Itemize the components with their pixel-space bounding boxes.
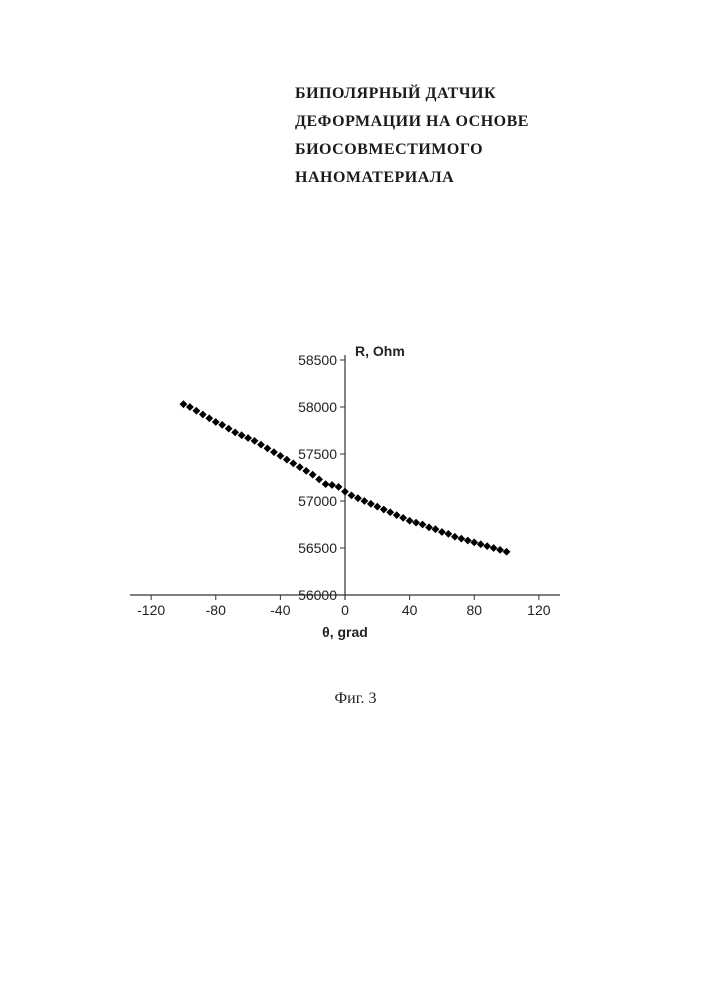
x-tick-label: 80 <box>466 602 482 618</box>
data-marker <box>315 475 323 483</box>
title-line-2: ДЕФОРМАЦИИ НА ОСНОВЕ <box>295 108 655 136</box>
data-marker <box>309 471 317 479</box>
y-tick-label: 56500 <box>298 540 337 556</box>
document-page: БИПОЛЯРНЫЙ ДАТЧИК ДЕФОРМАЦИИ НА ОСНОВЕ Б… <box>0 0 711 1000</box>
y-tick-label: 58500 <box>298 352 337 368</box>
data-marker <box>192 407 200 415</box>
data-marker <box>328 481 336 489</box>
data-marker <box>341 488 349 496</box>
chart-svg: -120 -80 -40 0 40 80 120 56000 56500 57000 57500 58… <box>80 340 570 650</box>
data-marker <box>322 480 330 488</box>
data-marker <box>199 411 207 419</box>
data-marker <box>412 519 420 527</box>
data-marker <box>335 483 343 491</box>
title-line-4: НАНОМАТЕРИАЛА <box>295 164 655 192</box>
x-tick-label: 40 <box>402 602 418 618</box>
data-marker <box>483 542 491 550</box>
data-marker <box>264 444 272 452</box>
data-marker <box>289 460 297 468</box>
y-tick-label: 57500 <box>298 446 337 462</box>
title-line-3: БИОСОВМЕСТИМОГО <box>295 136 655 164</box>
data-marker <box>270 448 278 456</box>
data-marker <box>296 463 304 471</box>
data-marker <box>457 535 465 543</box>
x-tick-label: -120 <box>137 602 165 618</box>
data-marker <box>490 544 498 552</box>
x-tick-label: -80 <box>206 602 226 618</box>
x-axis-label: θ, grad <box>322 624 368 640</box>
document-title: БИПОЛЯРНЫЙ ДАТЧИК ДЕФОРМАЦИИ НА ОСНОВЕ Б… <box>295 80 655 192</box>
chart-container: -120 -80 -40 0 40 80 120 56000 56500 57000 57500 58… <box>80 340 570 650</box>
figure-caption: Фиг. 3 <box>0 690 711 708</box>
x-tick-label: 120 <box>527 602 551 618</box>
data-marker <box>496 546 504 554</box>
data-marker <box>503 548 511 556</box>
title-line-1: БИПОЛЯРНЫЙ ДАТЧИК <box>295 80 655 108</box>
data-marker <box>464 537 472 545</box>
data-marker <box>302 467 310 475</box>
y-axis-label: R, Ohm <box>355 343 405 359</box>
x-tick-label: -40 <box>270 602 290 618</box>
data-marker <box>257 441 265 449</box>
y-tick-label: 56000 <box>298 587 337 603</box>
x-tick-label: 0 <box>341 602 349 618</box>
y-tick-label: 57000 <box>298 493 337 509</box>
y-tick-label: 58000 <box>298 399 337 415</box>
data-marker <box>225 425 233 433</box>
data-marker <box>205 414 213 422</box>
data-marker <box>276 452 284 460</box>
data-marker <box>477 540 485 548</box>
data-marker <box>283 456 291 464</box>
data-marker <box>470 538 478 546</box>
